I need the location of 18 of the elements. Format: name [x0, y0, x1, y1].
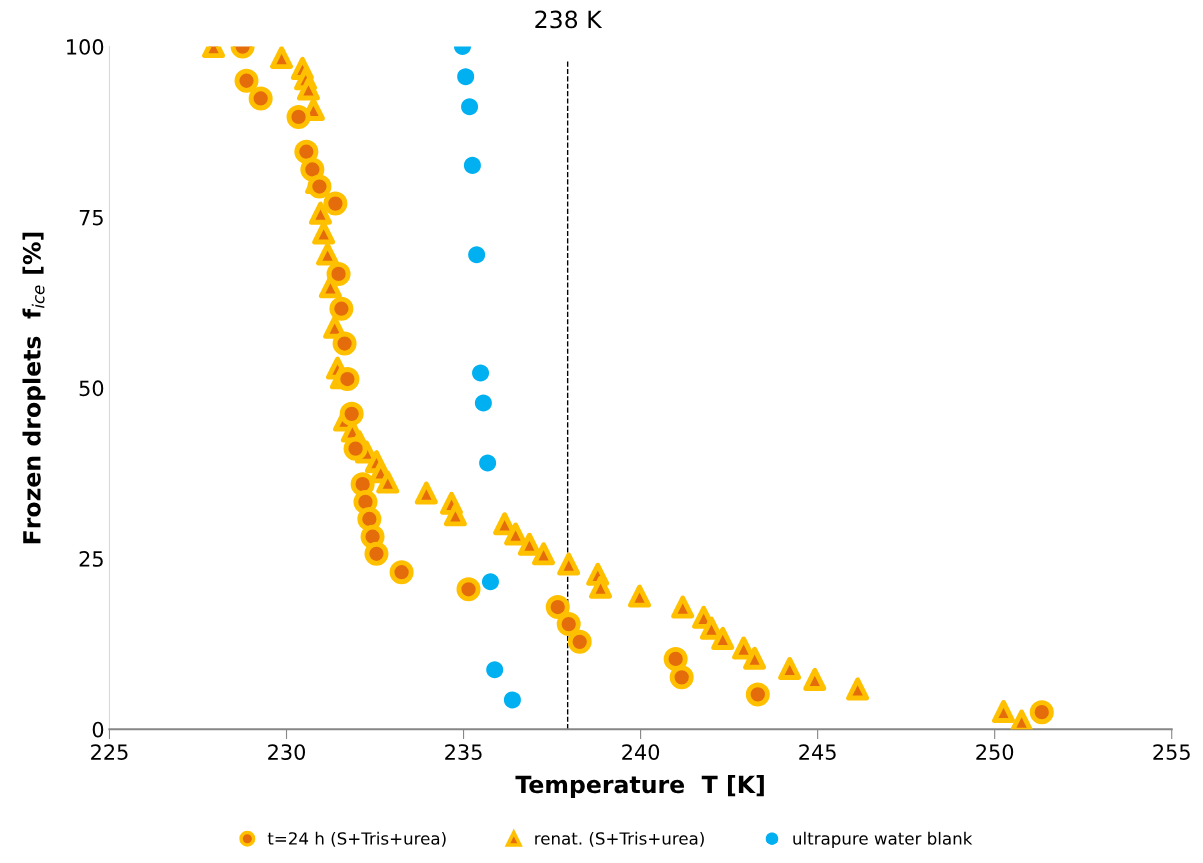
- y-tick-label: 100: [67, 39, 104, 55]
- x-tick-label: 225: [91, 744, 128, 760]
- y-tick-label: 0: [92, 721, 104, 738]
- y-tick-label: 50: [79, 380, 104, 397]
- x-axis-title: Temperature T [K]: [515, 775, 764, 798]
- x-tick-label: 230: [268, 744, 306, 760]
- x-tick-label: 240: [622, 744, 660, 760]
- x-tick-label: 245: [799, 744, 836, 760]
- legend-label: renat. (S+Tris+urea): [535, 831, 704, 847]
- y-axis-title: Frozen droplets f$_{ice}$ [%]: [22, 232, 46, 544]
- y-tick-label: 75: [79, 209, 103, 226]
- x-tick-label: 255: [1153, 744, 1190, 760]
- y-tick-label: 25: [79, 551, 103, 567]
- x-tick-label: 250: [976, 744, 1014, 760]
- x-tick-label: 235: [445, 744, 482, 760]
- ref-line-label: 238 K: [535, 10, 603, 29]
- legend-label: t=24 h (S+Tris+urea): [267, 831, 446, 847]
- legend-label: ultrapure water blank: [793, 831, 973, 848]
